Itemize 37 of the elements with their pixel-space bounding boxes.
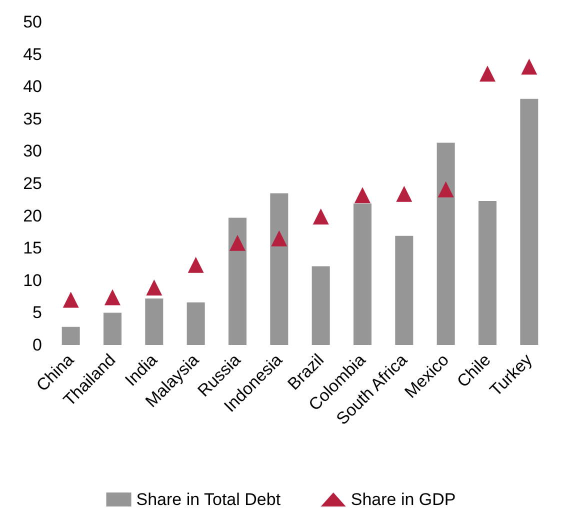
legend-label: Share in GDP bbox=[350, 490, 456, 509]
point bbox=[188, 256, 204, 273]
y-tick-label: 40 bbox=[23, 77, 42, 96]
point bbox=[312, 208, 329, 224]
bar bbox=[270, 193, 288, 345]
y-tick-label: 50 bbox=[23, 12, 42, 32]
bar bbox=[62, 326, 80, 345]
bar bbox=[186, 302, 205, 345]
bar bbox=[312, 266, 330, 345]
y-tick-label: 20 bbox=[23, 206, 42, 226]
point bbox=[104, 289, 120, 306]
y-tick-label: 25 bbox=[23, 174, 42, 193]
y-tick-label: 45 bbox=[23, 44, 42, 64]
bar bbox=[395, 236, 414, 345]
bar bbox=[354, 204, 372, 345]
point bbox=[62, 292, 79, 308]
point bbox=[230, 234, 246, 251]
y-tick-label: 10 bbox=[23, 270, 42, 290]
legend-label: Share in Total Debt bbox=[136, 490, 281, 509]
point bbox=[146, 280, 162, 296]
point bbox=[480, 66, 496, 82]
point bbox=[438, 181, 454, 198]
bar bbox=[478, 200, 496, 345]
y-tick-label: 15 bbox=[23, 238, 42, 258]
y-tick-label: 30 bbox=[23, 142, 42, 161]
bar bbox=[104, 312, 122, 345]
bar bbox=[228, 218, 246, 345]
y-tick-label: 0 bbox=[32, 336, 42, 354]
point bbox=[521, 58, 538, 75]
point bbox=[354, 187, 370, 204]
bar bbox=[436, 142, 455, 345]
bar bbox=[520, 98, 538, 345]
y-tick-label: 35 bbox=[23, 109, 42, 128]
bar bbox=[145, 298, 164, 345]
point bbox=[271, 230, 288, 246]
point bbox=[396, 186, 412, 202]
y-tick-label: 5 bbox=[32, 303, 42, 322]
